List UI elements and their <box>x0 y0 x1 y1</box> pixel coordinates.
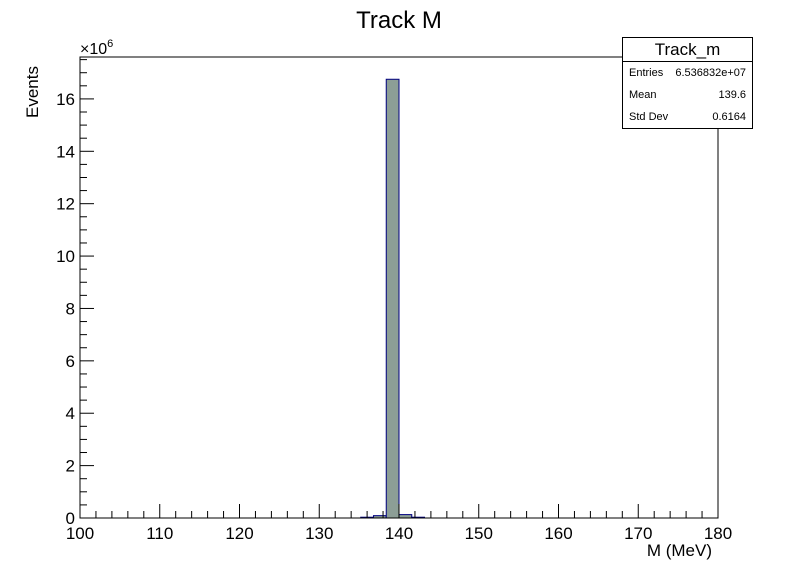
x-tick-label: 180 <box>704 524 732 543</box>
stats-label: Entries <box>629 67 664 79</box>
y-axis-label: Events <box>23 66 42 118</box>
stats-title: Track_m <box>623 38 752 62</box>
chart-title: Track M <box>356 7 442 34</box>
histogram-bar <box>385 78 400 519</box>
y-tick-label: 12 <box>56 195 75 214</box>
plot-area: 100 110 120 130 140 150 160 170 180 0 2 4 6 8 10 12 14 16 <box>56 56 732 543</box>
y-tick-label: 10 <box>56 247 75 266</box>
histogram-bar <box>398 514 413 519</box>
stats-row-entries: Entries 6.536832e+07 <box>623 62 752 84</box>
x-tick-label: 110 <box>146 524 173 543</box>
stats-value: 139.6 <box>718 89 746 101</box>
x-tick-label: 160 <box>544 524 572 543</box>
x-tick-label: 100 <box>66 524 94 543</box>
y-tick-label: 4 <box>66 404 75 423</box>
x-tick-label: 150 <box>465 524 493 543</box>
stats-row-mean: Mean 139.6 <box>623 84 752 106</box>
stats-row-stddev: Std Dev 0.6164 <box>623 106 752 128</box>
x-tick-label: 120 <box>225 524 253 543</box>
svg-text:×106: ×106 <box>80 38 113 58</box>
y-tick-label: 14 <box>56 142 75 161</box>
x-tick-label: 130 <box>305 524 333 543</box>
y-tick-label: 0 <box>66 509 75 528</box>
x-tick-label: 170 <box>624 524 652 543</box>
stats-label: Mean <box>629 89 657 101</box>
y-axis-exponent: ×106 <box>80 38 113 58</box>
y-tick-label: 8 <box>66 299 75 318</box>
stats-value: 0.6164 <box>712 111 746 123</box>
x-axis-label: M (MeV) <box>647 541 712 560</box>
x-tick-label: 140 <box>385 524 413 543</box>
stats-value: 6.536832e+07 <box>675 67 746 79</box>
y-tick-label: 2 <box>66 457 75 476</box>
y-tick-label: 16 <box>56 90 75 109</box>
stats-label: Std Dev <box>629 111 669 123</box>
stats-box: Track_m Entries 6.536832e+07 Mean 139.6 … <box>622 37 753 129</box>
y-tick-label: 6 <box>66 352 75 371</box>
